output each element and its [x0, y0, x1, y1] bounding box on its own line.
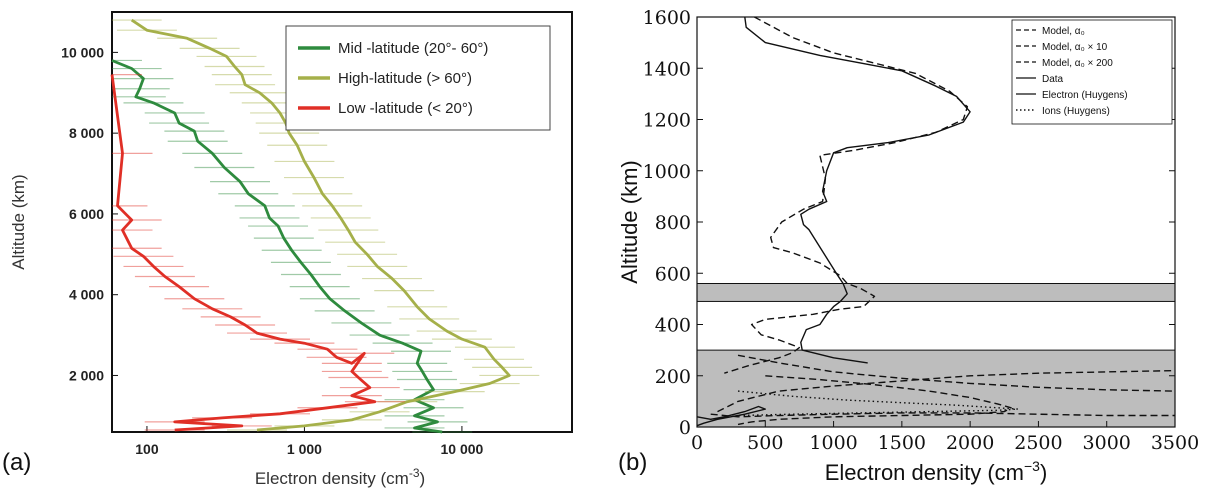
panel-b-xtick-label-1: 500	[747, 432, 783, 454]
panel-b-chart: 0 500 1000 1500 2000 2500 3000 3500 0 200 400 600 80…	[617, 7, 1199, 485]
panel-a-series-0-line	[111, 59, 443, 434]
panel-b-legend: Model, α₀ Model, α₀ × 10 Model, α₀ × 200…	[1011, 19, 1173, 125]
panel-a-xtick-label-0: 100	[135, 441, 159, 457]
panel-b-ytick-label-5: 1000	[643, 161, 691, 183]
panel-a-ytick-label-4: 10 000	[61, 44, 104, 60]
panel-b-series-1	[724, 16, 969, 374]
panel-a-xlabel-main: Electron density (cm	[255, 469, 409, 488]
panel-b-series-2	[710, 412, 1175, 418]
panel-b-xtick-label-6: 3000	[1083, 432, 1131, 454]
panel-a-series-0	[111, 59, 473, 434]
panel-b-xtick-label-2: 1000	[809, 432, 857, 454]
panel-b-series-4	[717, 369, 1176, 413]
panel-b-series-0	[744, 16, 971, 364]
panel-b-xlabel: Electron density (cm−3)	[825, 458, 1048, 485]
panel-b-series	[696, 16, 1176, 427]
panel-a-xlabel-close: )	[420, 469, 426, 488]
panel-a-ylabel: Altitude (km)	[9, 174, 28, 269]
panel-a-ytick-label-3: 8 000	[69, 125, 104, 141]
panel-b-ytick-label-8: 1600	[643, 7, 691, 29]
panel-b-ytick-label-4: 800	[655, 212, 691, 234]
panel-a-xlabel: Electron density (cm-3)	[255, 466, 425, 488]
panel-b-series-3	[737, 354, 1176, 392]
legend-a-label-2: High-latitude (> 60°)	[338, 70, 472, 87]
panel-b-xtick-label-7: 3500	[1151, 432, 1199, 454]
panel-b-band-0	[696, 283, 1176, 302]
panel-b-ytick-label-1: 200	[655, 366, 691, 388]
panel-a-legend: Mid -latitude (20°- 60°) High-latitude (…	[285, 25, 551, 131]
panel-a-series-1-line	[130, 18, 511, 432]
legend-a-label-3: Low -latitude (< 20°)	[338, 100, 473, 117]
panel-b-xtick-label-4: 2000	[946, 432, 994, 454]
panel-a-ytick-label-1: 4 000	[69, 287, 104, 303]
panel-b-ytick-label-0: 0	[679, 417, 691, 439]
panel-a-xtick-label-1: 1 000	[287, 441, 322, 457]
panel-b-letter: (b)	[618, 449, 647, 476]
panel-a-ytick-label-2: 6 000	[69, 206, 104, 222]
panel-b-series-6	[696, 405, 766, 427]
panel-a-ytick-label-0: 2 000	[69, 367, 104, 383]
panel-b-xtick-label-5: 2500	[1014, 432, 1062, 454]
panel-b-xtick-label-0: 0	[691, 432, 703, 454]
panel-b-ytick-label-2: 400	[655, 315, 691, 337]
panel-b-ylabel: Altitude (km)	[617, 160, 642, 283]
panel-b-series-7	[737, 390, 1019, 417]
legend-b-label-3: Model, α₀ × 200	[1042, 58, 1113, 69]
legend-b-label-2: Model, α₀ × 10	[1042, 42, 1108, 53]
panel-a-series-2	[110, 73, 405, 432]
legend-b-label-4: Data	[1042, 74, 1064, 85]
panel-b-xlabel-sup: −3	[1024, 458, 1040, 474]
legend-a-label-1: Mid -latitude (20°- 60°)	[338, 40, 488, 57]
panel-a-letter: (a)	[2, 449, 31, 476]
panel-b-ticks: 0 500 1000 1500 2000 2500 3000 3500 0 200 400 600 80…	[643, 7, 1200, 454]
panel-b-xtick-label-3: 1500	[878, 432, 926, 454]
panel-b-ytick-label-7: 1400	[643, 58, 691, 80]
panel-a-chart: 100 1 000 10 000 2 000 4 000 6 000 8 000 10 000…	[2, 11, 573, 488]
panel-b-ytick-label-6: 1200	[643, 110, 691, 132]
panel-a-xtick-label-2: 10 000	[441, 441, 484, 457]
legend-b-label-6: Ions (Huygens)	[1042, 106, 1110, 117]
panel-b-xlabel-close: )	[1040, 460, 1047, 485]
panel-a-xlabel-sup: -3	[409, 466, 420, 480]
panel-a-series-2-line	[110, 74, 377, 432]
panel-b-xlabel-main: Electron density (cm	[825, 460, 1024, 485]
legend-b-label-5: Electron (Huygens)	[1042, 90, 1128, 101]
panel-b-legend-box	[1011, 19, 1173, 125]
legend-b-label-1: Model, α₀	[1042, 26, 1085, 37]
panel-a-ticks: 100 1 000 10 000 2 000 4 000 6 000 8 000 10 000	[61, 44, 483, 457]
panel-b-ytick-label-3: 600	[655, 263, 691, 285]
